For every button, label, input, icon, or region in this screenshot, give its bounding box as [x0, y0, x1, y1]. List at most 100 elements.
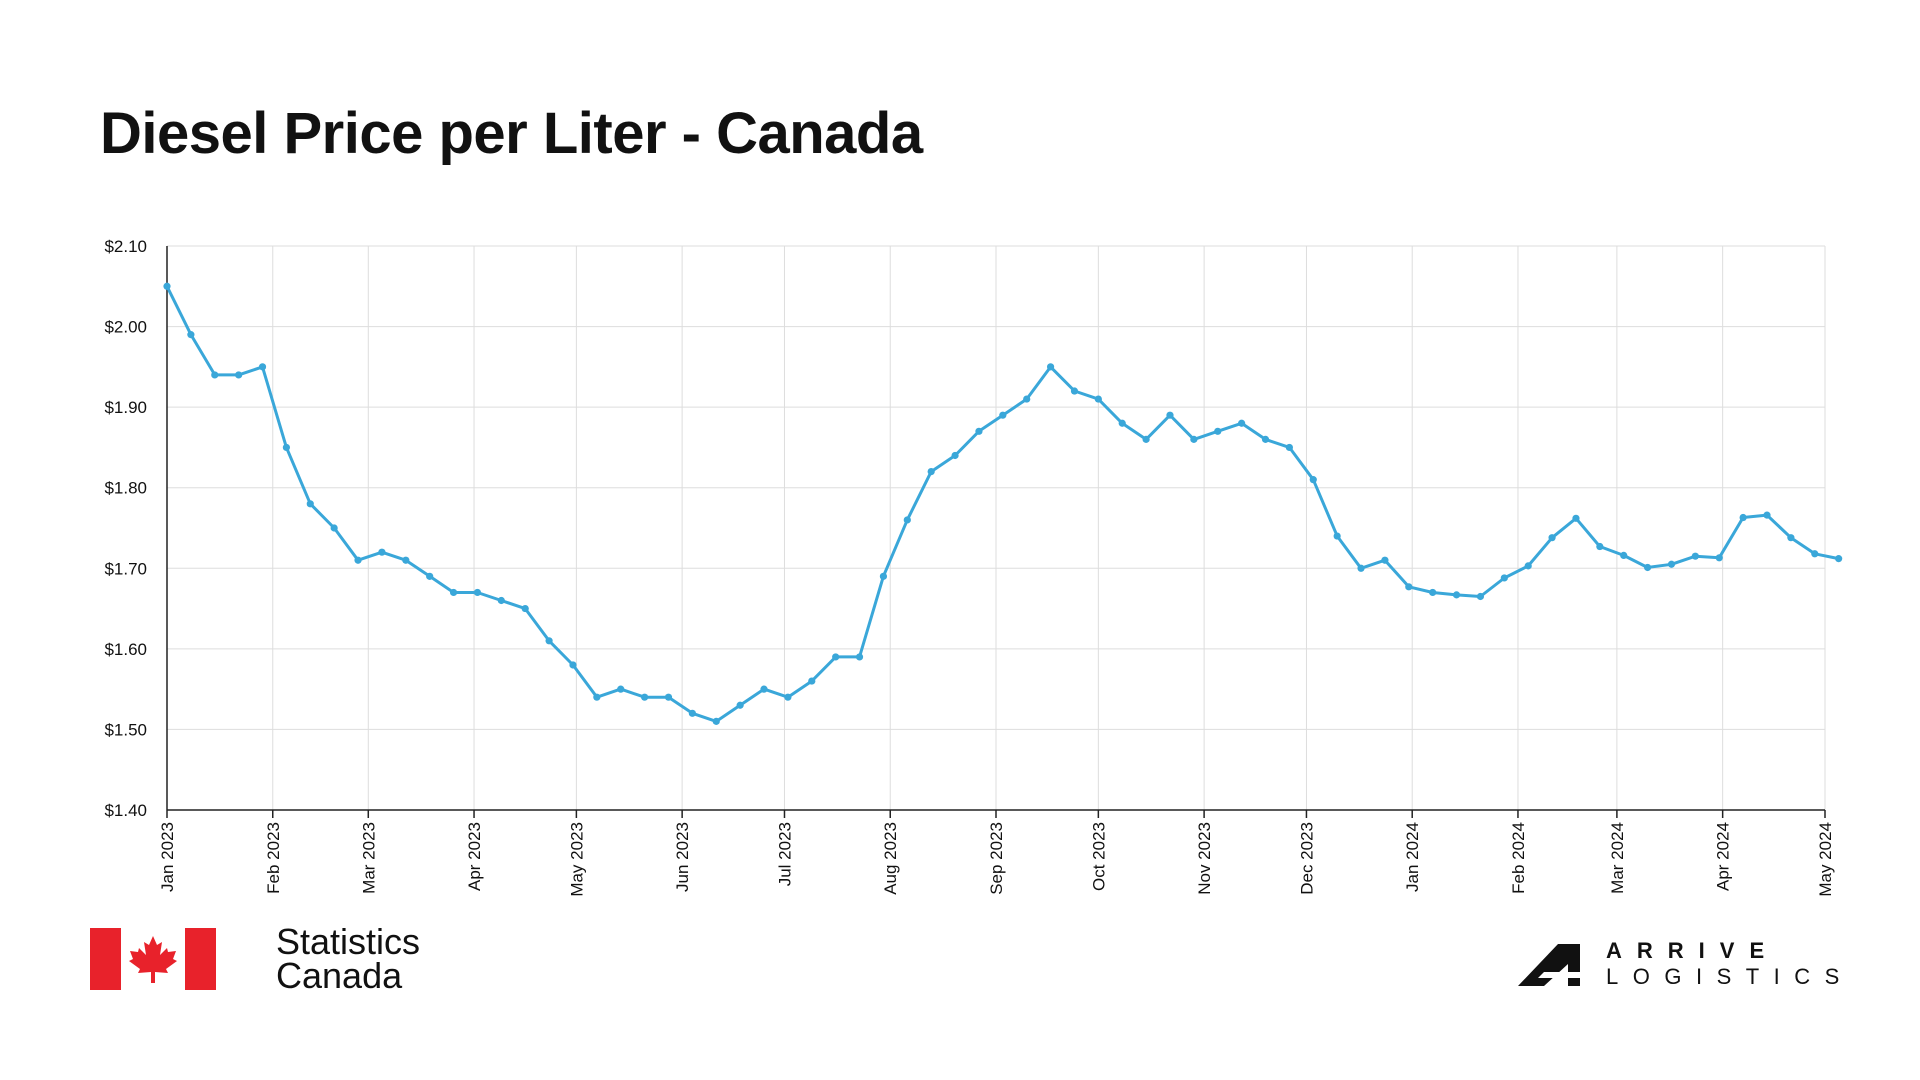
x-tick-label: Dec 2023 [1297, 822, 1316, 895]
data-point [784, 693, 792, 701]
data-point [1572, 514, 1580, 522]
data-point [641, 693, 649, 701]
chart-axes [166, 246, 1826, 818]
data-point [1644, 563, 1652, 572]
data-point [1238, 419, 1246, 427]
x-axis-ticks: Jan 2023 Feb 2023 Mar 2023 Apr 2023 May 2023… [158, 822, 1835, 897]
data-point [1667, 560, 1676, 568]
data-point [1333, 532, 1341, 540]
data-point [664, 693, 673, 701]
data-point [426, 572, 434, 580]
y-tick-label: $2.10 [104, 237, 147, 256]
data-point [712, 717, 720, 725]
data-point [545, 637, 553, 645]
data-point [211, 371, 219, 379]
y-tick-label: $1.60 [104, 640, 147, 659]
x-tick-label: Jul 2023 [775, 822, 794, 886]
x-tick-label: Feb 2023 [264, 822, 283, 894]
data-point [235, 371, 243, 379]
data-point [1166, 411, 1174, 419]
y-tick-label: $1.70 [104, 559, 147, 578]
data-point [1285, 443, 1293, 452]
data-point [378, 548, 386, 556]
arrive-word: ARRIVE [1606, 938, 1780, 963]
arrive-logistics-logo-icon [1518, 944, 1592, 986]
data-point [593, 693, 601, 701]
data-point [999, 411, 1007, 419]
x-tick-label: Feb 2024 [1509, 822, 1528, 894]
data-point [1739, 513, 1747, 522]
data-point [1835, 555, 1843, 563]
data-point [1118, 419, 1126, 427]
data-point [1548, 534, 1556, 542]
statcan-line-2: Canada [276, 955, 403, 996]
data-point [688, 709, 696, 717]
data-point [1452, 591, 1461, 599]
data-point [1429, 588, 1437, 597]
data-point [1357, 564, 1365, 572]
statistics-canada-logo: Statistics Canada [90, 921, 421, 996]
data-point [927, 468, 935, 476]
data-point [521, 604, 529, 613]
data-point [1524, 562, 1532, 570]
data-point [808, 677, 816, 685]
x-tick-label: Nov 2023 [1195, 822, 1214, 895]
data-point [1691, 552, 1699, 560]
x-tick-label: Apr 2023 [465, 822, 484, 891]
data-point [402, 556, 410, 564]
data-point [951, 451, 959, 460]
statistics-canada-wordmark: Statistics Canada [276, 921, 421, 996]
data-point [879, 572, 888, 580]
y-tick-label: $1.90 [104, 398, 147, 417]
canada-flag-icon [90, 928, 216, 990]
data-point [832, 653, 840, 661]
data-point [760, 685, 768, 693]
data-point [1811, 550, 1819, 558]
data-point [736, 701, 744, 709]
data-point [1620, 551, 1628, 559]
data-point [354, 556, 362, 564]
x-tick-label: May 2023 [567, 822, 586, 897]
series-diesel-price [163, 282, 1843, 725]
arrive-logistics-logo: ARRIVE LOGISTICS [1518, 938, 1854, 990]
x-tick-label: Jan 2023 [158, 822, 177, 892]
data-point [903, 516, 911, 524]
data-point [497, 596, 505, 605]
data-point [1094, 395, 1102, 403]
statcan-line-1: Statistics [276, 921, 421, 962]
data-point [449, 588, 458, 597]
data-point [1715, 554, 1723, 562]
data-point [975, 427, 983, 435]
x-tick-label: Aug 2023 [881, 822, 900, 895]
data-point [1190, 435, 1198, 443]
data-point [1261, 435, 1270, 443]
y-tick-label: $2.00 [104, 318, 147, 337]
data-point [1500, 574, 1508, 582]
x-tick-label: Oct 2023 [1089, 822, 1108, 891]
data-point [1309, 476, 1317, 484]
data-point [187, 331, 195, 339]
x-tick-label: Apr 2024 [1714, 822, 1733, 891]
page-title: Diesel Price per Liter - Canada [100, 101, 923, 166]
data-point [617, 685, 625, 693]
data-point [1381, 556, 1389, 564]
data-point [1214, 427, 1222, 435]
arrive-logistics-wordmark: ARRIVE LOGISTICS [1606, 938, 1854, 990]
data-point [569, 661, 577, 669]
data-point [1070, 387, 1079, 395]
data-point [855, 653, 864, 661]
data-point [1142, 435, 1150, 443]
data-point [330, 524, 338, 532]
y-tick-label: $1.40 [104, 801, 147, 820]
data-point [282, 443, 291, 452]
x-tick-label: May 2024 [1816, 822, 1835, 897]
y-tick-label: $1.80 [104, 479, 147, 498]
x-tick-label: Jan 2024 [1403, 822, 1422, 892]
data-point [1046, 363, 1055, 371]
grid-lines [167, 245, 1826, 811]
data-point [1763, 511, 1771, 519]
data-point [306, 500, 314, 508]
y-axis-ticks: $1.40 $1.50 $1.60 $1.70 $1.80 $1.90 $2.00 $2.10 [104, 237, 147, 820]
data-point [163, 282, 171, 290]
